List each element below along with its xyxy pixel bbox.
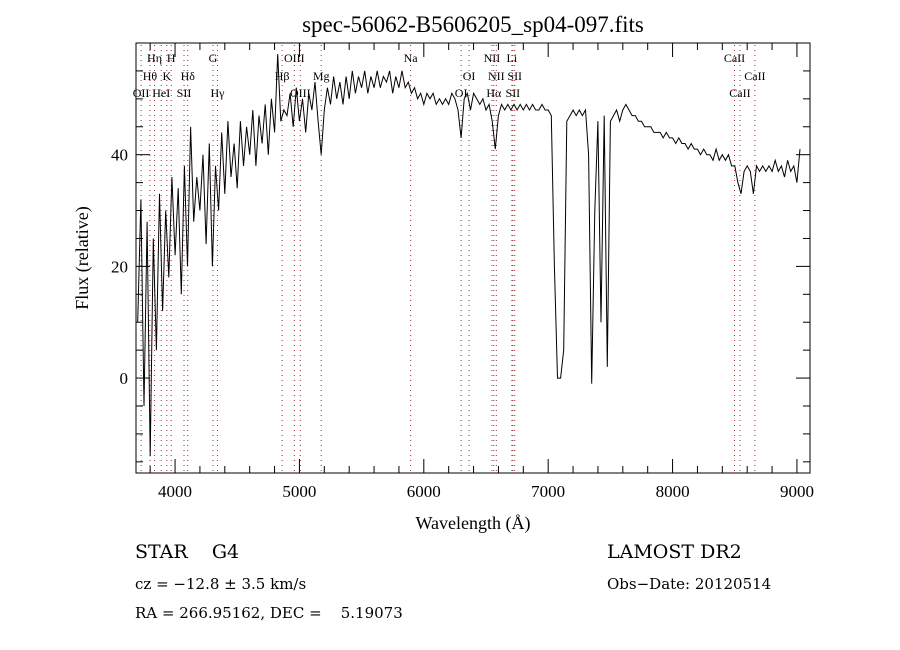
line-marker-label: Mg bbox=[313, 69, 330, 83]
line-marker-label: G bbox=[209, 51, 218, 65]
line-marker-label: Hδ bbox=[181, 69, 196, 83]
y-tick-label: 20 bbox=[111, 257, 128, 276]
coords-label: RA = 266.95162, DEC = 5.19073 bbox=[135, 604, 403, 622]
plot-frame bbox=[135, 42, 811, 474]
line-marker-label: CaII bbox=[729, 86, 750, 100]
line-marker-label: OIII bbox=[290, 86, 311, 100]
line-marker-label: HeI bbox=[152, 86, 170, 100]
line-marker-label: CaII bbox=[724, 51, 745, 65]
x-tick-label: 6000 bbox=[407, 482, 441, 501]
line-marker-label: SII bbox=[506, 86, 521, 100]
line-marker-label: Na bbox=[404, 51, 419, 65]
axis-ticks: 4000 5000 6000 7000 8000 9000 0 20 40 bbox=[111, 42, 814, 501]
line-marker-label: Hη bbox=[147, 51, 162, 65]
y-tick-label: 0 bbox=[120, 369, 129, 388]
line-markers: OIIHθHηHeIKHSIIHδGHγHβOIIIOIIIMgNaOIOINI… bbox=[133, 45, 766, 473]
line-marker-label: Hγ bbox=[210, 86, 225, 100]
line-marker-label: K bbox=[163, 69, 172, 83]
class-label: STAR bbox=[135, 541, 188, 563]
line-marker-label: CaII bbox=[744, 69, 765, 83]
line-marker-label: OI bbox=[463, 69, 476, 83]
line-marker-label: OII bbox=[133, 86, 150, 100]
spectrum-line bbox=[137, 54, 801, 457]
line-marker-label: H bbox=[167, 51, 176, 65]
line-marker-label: OIII bbox=[284, 51, 305, 65]
line-marker-label: Hα bbox=[486, 86, 502, 100]
obs-date-label: Obs−Date: 20120514 bbox=[607, 575, 772, 593]
object-class: STAR G4 bbox=[135, 541, 239, 563]
line-marker-label: NII bbox=[484, 51, 501, 65]
x-tick-label: 8000 bbox=[656, 482, 690, 501]
redshift-label: cz = −12.8 ± 3.5 km/s bbox=[135, 575, 307, 593]
y-tick-label: 40 bbox=[111, 146, 128, 165]
x-tick-label: 9000 bbox=[780, 482, 814, 501]
line-marker-label: SII bbox=[507, 69, 522, 83]
line-marker-label: Hθ bbox=[143, 69, 158, 83]
line-marker-label: Li bbox=[507, 51, 518, 65]
subclass-label: G4 bbox=[211, 541, 240, 563]
y-axis-label: Flux (relative) bbox=[72, 206, 93, 309]
x-axis-label: Wavelength (Å) bbox=[415, 513, 530, 534]
line-marker-label: OI bbox=[455, 86, 468, 100]
x-tick-label: 7000 bbox=[531, 482, 565, 501]
chart-title: spec-56062-B5606205_sp04-097.fits bbox=[302, 12, 644, 37]
survey-label: LAMOST DR2 bbox=[607, 541, 742, 563]
x-tick-label: 5000 bbox=[282, 482, 316, 501]
line-marker-label: NII bbox=[488, 69, 505, 83]
x-tick-label: 4000 bbox=[158, 482, 192, 501]
line-marker-label: SII bbox=[177, 86, 192, 100]
